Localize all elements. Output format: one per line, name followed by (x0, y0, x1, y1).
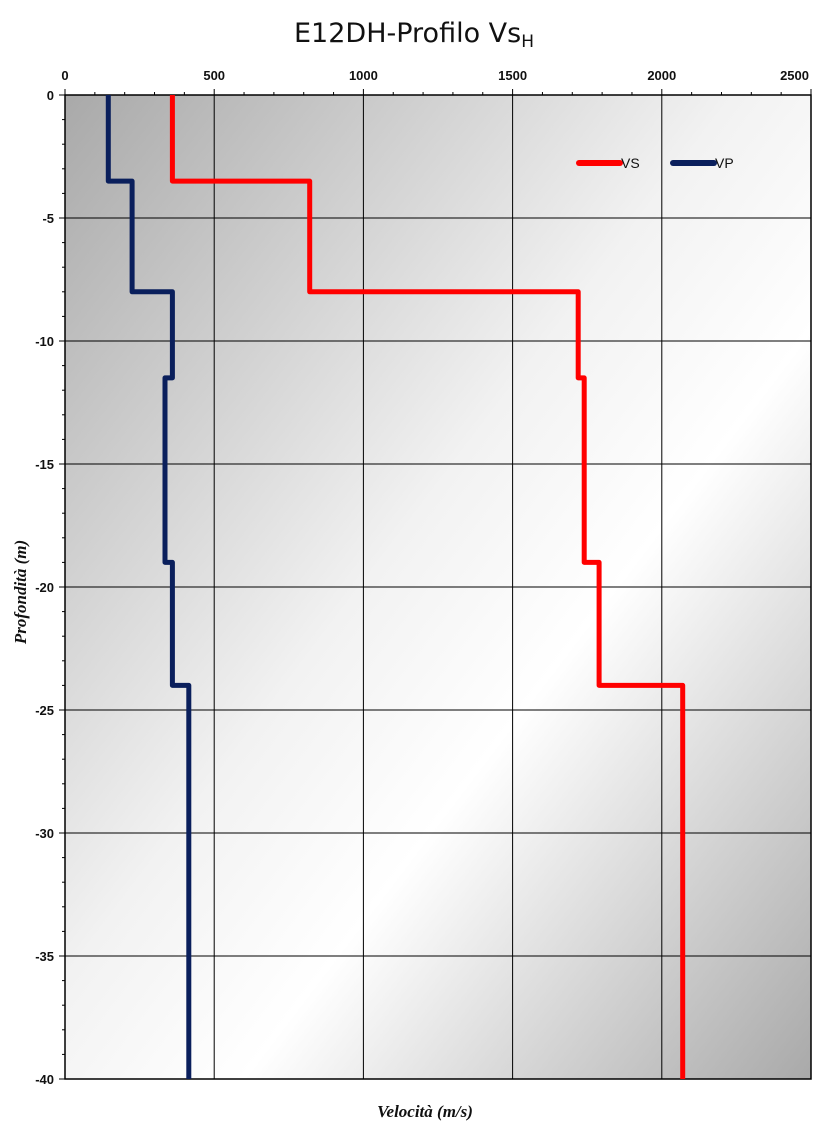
x-axis-label: Velocità (m/s) (377, 1102, 473, 1121)
x-tick-label: 1500 (498, 68, 527, 83)
x-tick-labels: 0 500 1000 1500 2000 2500 (61, 68, 809, 83)
y-tick-label: -30 (35, 826, 54, 841)
y-tick-label: -15 (35, 457, 54, 472)
y-tick-label: -40 (35, 1072, 54, 1087)
legend: VS VP (576, 155, 734, 171)
chart-title: E12DH-Profilo VsH (294, 18, 534, 52)
y-axis-label: Profondità (m) (11, 540, 30, 645)
x-tick-label: 0 (61, 68, 68, 83)
y-tick-label: -5 (42, 211, 54, 226)
chart-title-main: E12DH-Profilo Vs (294, 18, 521, 49)
x-tick-label: 2000 (647, 68, 676, 83)
y-tick-label: -10 (35, 334, 54, 349)
x-tick-label: 500 (203, 68, 225, 83)
y-tick-labels: 0 -5 -10 -15 -20 -25 -30 -35 -40 (35, 88, 54, 1087)
chart-title-subscript: H (521, 32, 534, 52)
series-group (105, 95, 686, 1079)
y-tick-label: -25 (35, 703, 54, 718)
x-tick-label: 2500 (780, 68, 809, 83)
series-line-vp (105, 95, 192, 1079)
legend-label-vp: VP (715, 155, 734, 171)
y-tick-label: 0 (47, 88, 54, 103)
series-line-vs (169, 95, 686, 1079)
plot-area-border (64, 94, 812, 1080)
y-tick-label: -35 (35, 949, 54, 964)
legend-label-vs: VS (621, 155, 640, 171)
y-tick-label: -20 (35, 580, 54, 595)
x-tick-label: 1000 (349, 68, 378, 83)
